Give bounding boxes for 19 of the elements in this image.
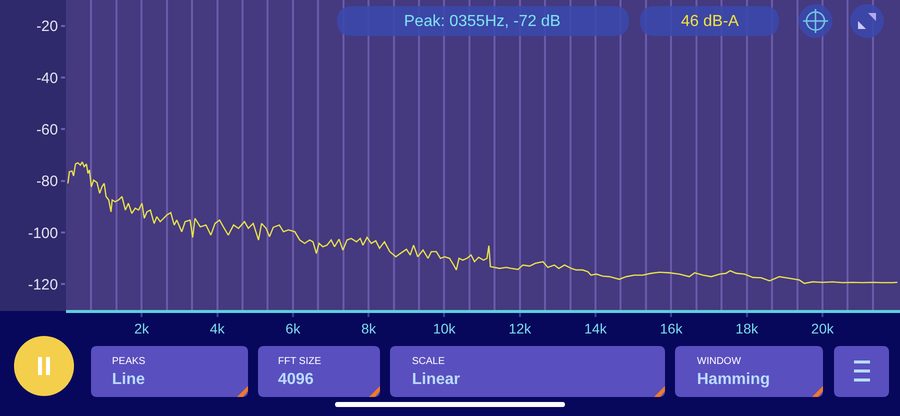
annotation: 46 dB-A [681,13,740,30]
x-tick-label: 4k [210,320,226,337]
x-tick-label: 2k [134,320,150,337]
x-tick-label: 12k [508,320,532,337]
x-tick-label: 8k [361,320,377,337]
y-tick-label: -100 [28,224,58,242]
x-tick-label: 20k [811,320,835,337]
x-tick-label: 18k [736,320,760,337]
x-tick-label: 10k [432,320,457,337]
y-tick-label: -120 [28,276,58,294]
x-tick-label: 16k [660,320,684,337]
y-tick-label: -60 [36,121,58,138]
x-tick-label: 6k [286,320,302,337]
annotation: Peak: 0355Hz, -72 dB [404,13,561,30]
y-tick-label: -20 [36,18,58,36]
line-series [67,161,898,284]
x-tick-label: 14k [584,320,608,337]
y-tick-label: -40 [36,70,58,87]
y-tick-label: -80 [36,173,58,190]
